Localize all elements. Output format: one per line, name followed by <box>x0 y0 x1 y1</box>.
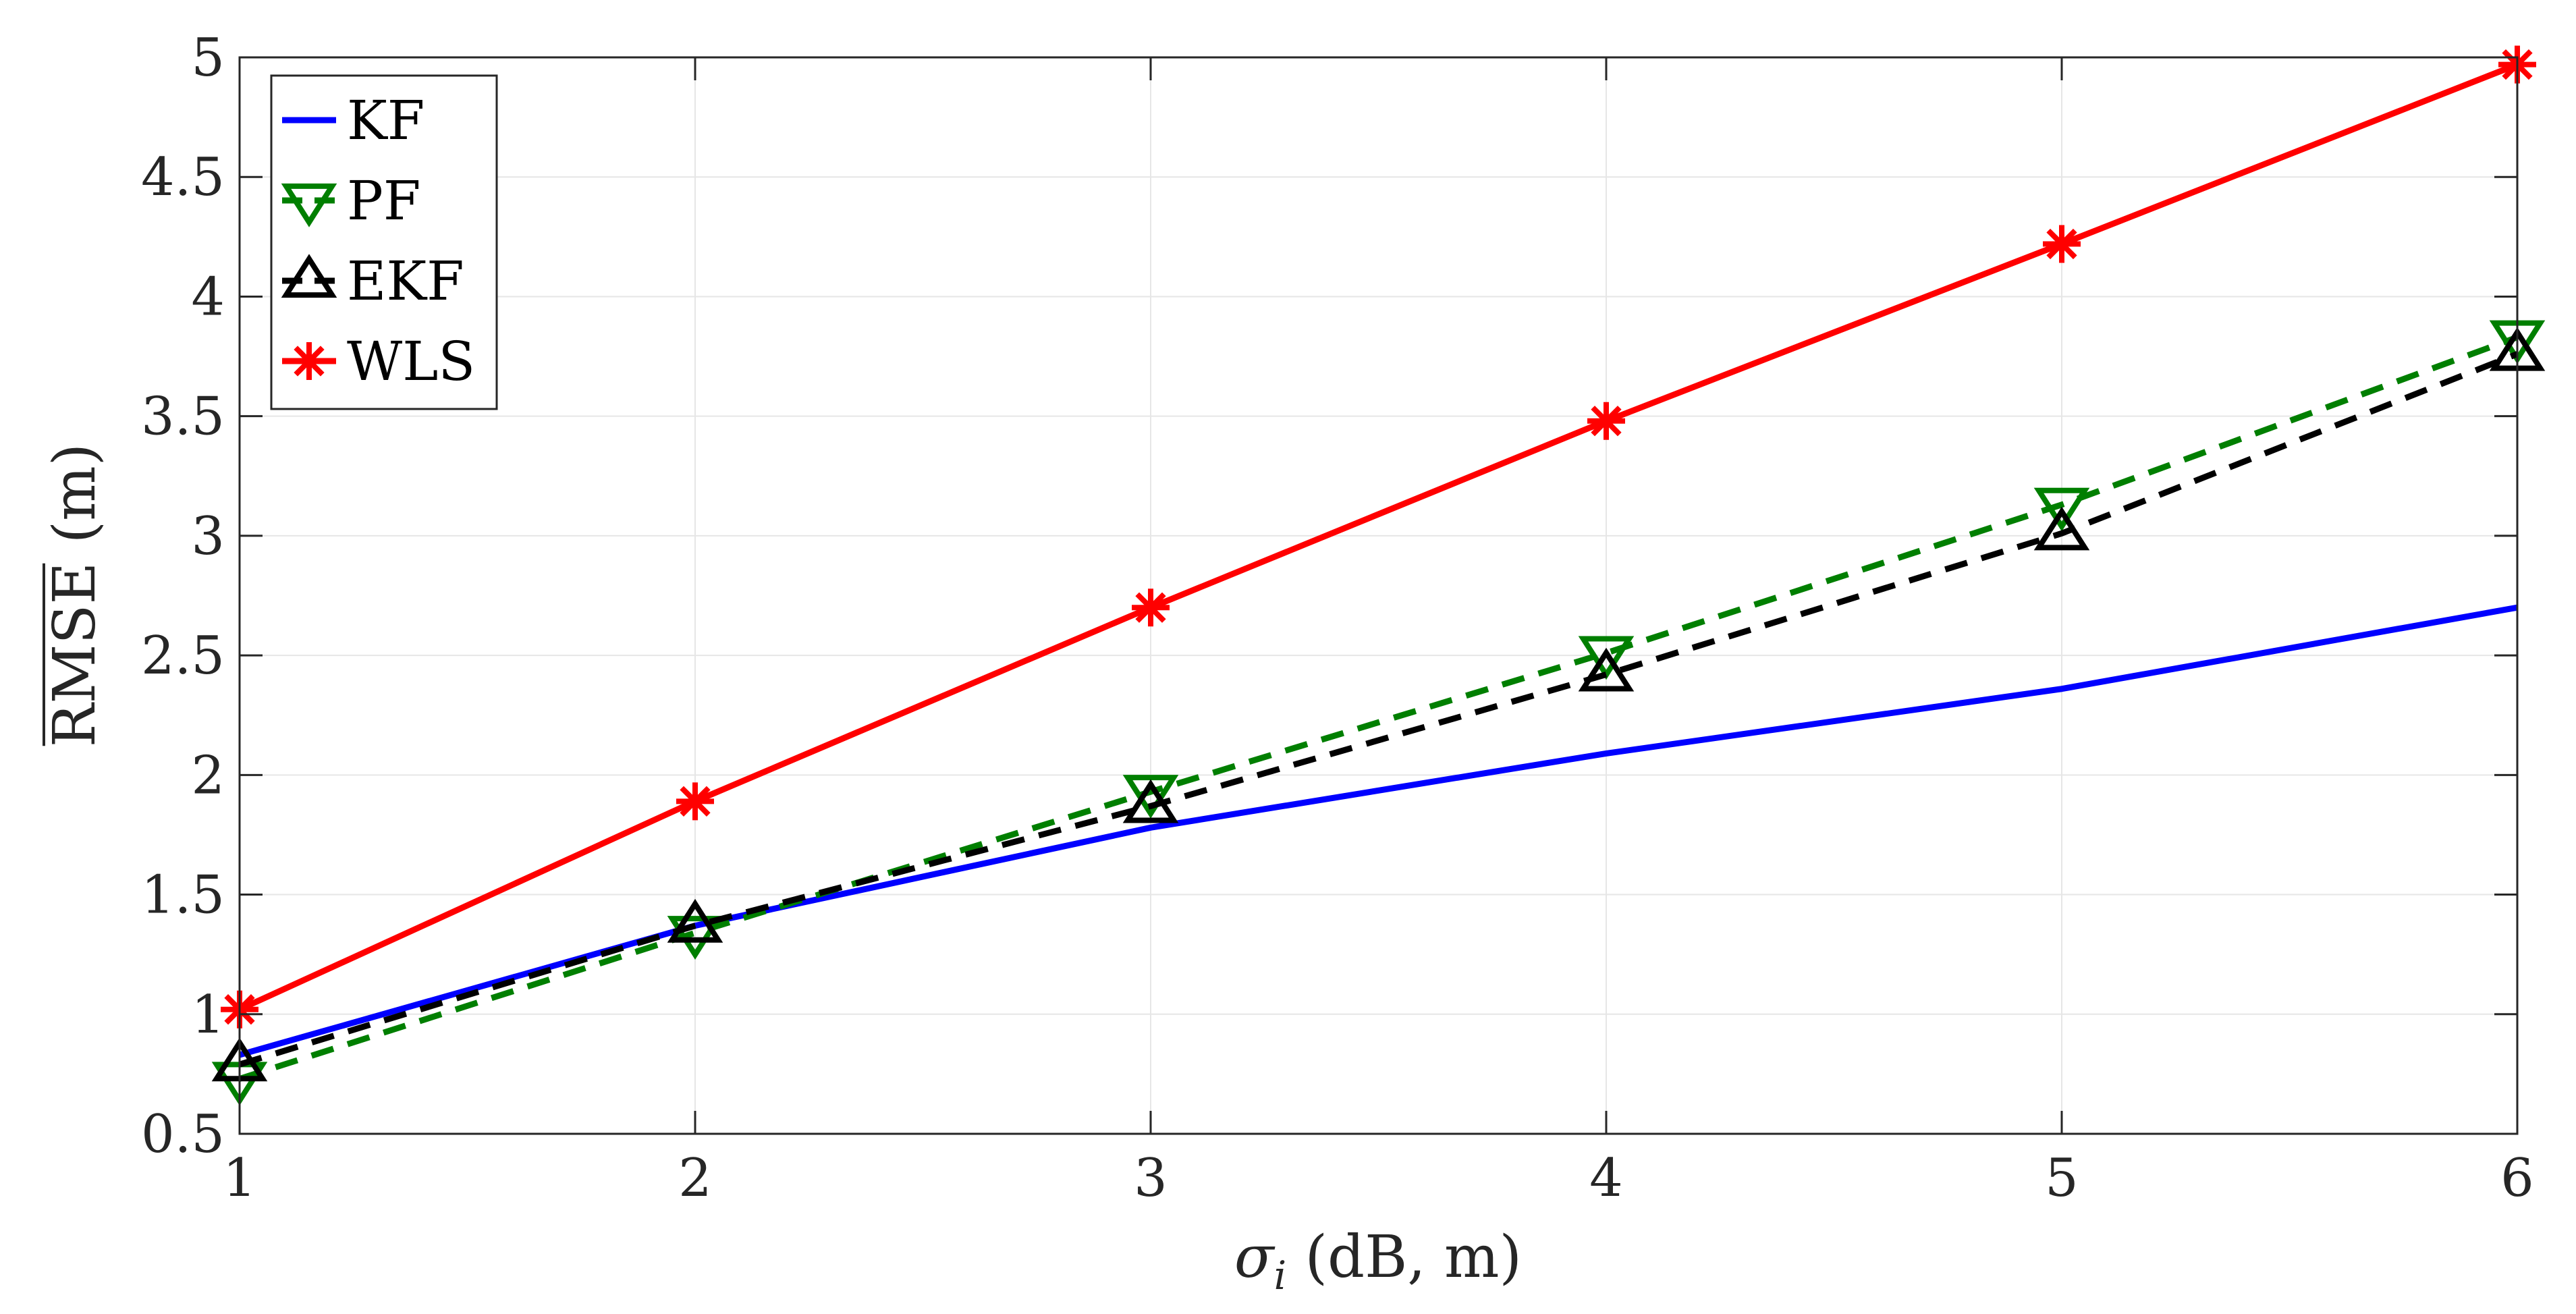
legend-entry-wls: WLS <box>282 330 475 393</box>
y-tick-label: 4 <box>191 267 225 327</box>
series-line-pf <box>238 334 2519 1082</box>
y-tick-labels: 0.5 1 1.5 2 2.5 3 3.5 4 4.5 5 <box>141 28 225 1165</box>
data-point-pf <box>667 916 723 960</box>
data-point-wls-stroke <box>1591 406 1622 437</box>
y-axis-label-units: (m) <box>41 443 109 562</box>
legend-marker-ekf <box>281 254 337 298</box>
x-tick-labels: 1 2 3 4 5 6 <box>223 1148 2534 1209</box>
y-axis-label-quantity: RMSE <box>41 562 109 748</box>
y-axis-label: RMSE (m) <box>41 443 109 748</box>
y-tick-label: 2 <box>191 745 225 806</box>
data-point-wls <box>1587 402 1625 440</box>
data-point-wls-stroke <box>1135 592 1166 623</box>
data-point-wls-stroke <box>2046 228 2077 260</box>
x-axis-label-units: (dB, m) <box>1286 1224 1522 1291</box>
data-point-pf <box>2033 487 2090 532</box>
series-line-wls <box>238 61 2519 1012</box>
y-tick-label: 2.5 <box>141 626 225 686</box>
x-tick-label: 2 <box>678 1148 712 1209</box>
y-tick-label: 1.5 <box>141 865 225 926</box>
data-point-wls <box>1132 588 1170 627</box>
data-point-pf <box>1578 636 1635 680</box>
data-point-wls-stroke <box>680 786 711 817</box>
data-point-wls <box>2043 225 2081 263</box>
x-axis-label-symbol: σ <box>1234 1224 1276 1291</box>
series-layer <box>211 45 2546 1106</box>
axis-ticks <box>238 56 2519 1135</box>
data-point-ekf <box>1122 779 1179 823</box>
x-tick-label: 4 <box>1589 1148 1623 1209</box>
data-point-ekf <box>1578 647 1635 692</box>
y-tick-label: 0.5 <box>141 1104 225 1165</box>
legend-marker-pf <box>281 183 337 227</box>
x-axis-label-subscript: i <box>1274 1253 1287 1298</box>
y-tick-label: 4.5 <box>141 147 225 208</box>
legend-marker-wls-stroke <box>294 346 325 377</box>
data-point-ekf <box>667 898 723 943</box>
plot-frame <box>238 56 2519 1135</box>
y-tick-label: 3.5 <box>141 387 225 447</box>
legend-entry-kf: KF <box>282 89 424 152</box>
y-tick-label: 5 <box>191 28 225 88</box>
legend-marker-wls <box>290 342 328 380</box>
x-tick-label: 6 <box>2500 1148 2534 1209</box>
legend-entry-ekf: EKF <box>281 250 464 312</box>
y-tick-label: 1 <box>191 985 225 1045</box>
legend-label-pf: PF <box>347 169 420 232</box>
data-point-wls <box>676 782 714 821</box>
legend: KF PF EKF WLS <box>270 74 498 410</box>
data-point-ekf <box>2033 506 2090 551</box>
series-ekf <box>211 327 2546 1082</box>
y-tick-label: 3 <box>191 506 225 567</box>
legend-label-kf: KF <box>347 89 424 152</box>
legend-label-wls: WLS <box>347 330 475 393</box>
series-line-ekf <box>238 351 2519 1068</box>
x-tick-label: 3 <box>1134 1148 1168 1209</box>
legend-label-ekf: EKF <box>347 250 464 312</box>
x-axis-label: σi (dB, m) <box>1234 1224 1522 1298</box>
x-tick-label: 5 <box>2045 1148 2079 1209</box>
x-tick-label: 1 <box>223 1148 256 1209</box>
data-point-pf <box>1122 775 1179 819</box>
legend-entry-pf: PF <box>281 169 420 232</box>
svg-text:RMSE (m): RMSE (m) <box>41 443 109 748</box>
